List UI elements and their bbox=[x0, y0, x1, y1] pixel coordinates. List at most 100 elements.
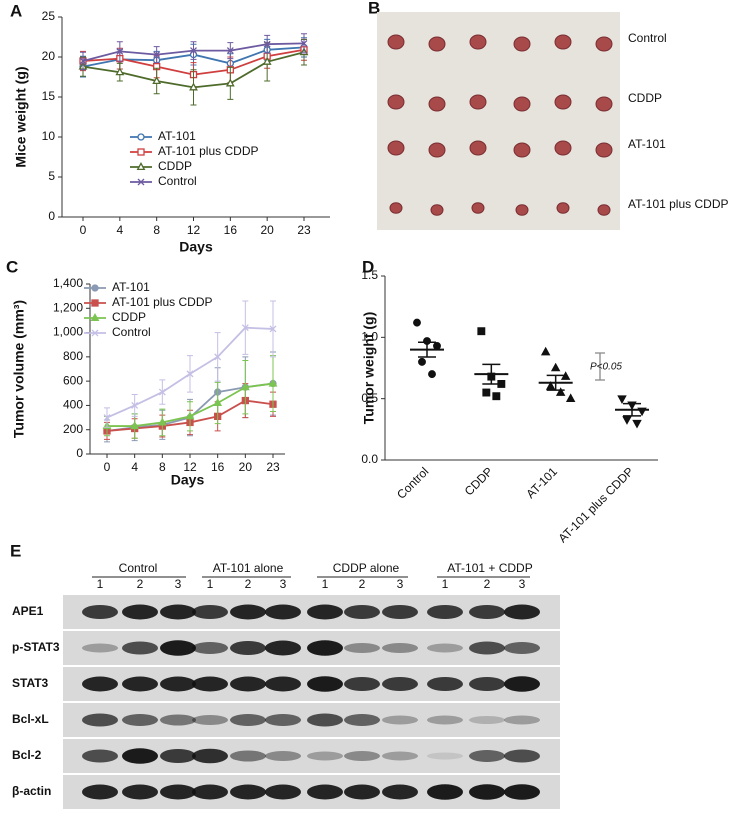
lane-label: 2 bbox=[245, 577, 252, 591]
lane-label: 1 bbox=[442, 577, 449, 591]
panel-letter: E bbox=[10, 541, 21, 560]
legend-marker bbox=[137, 148, 145, 156]
tumor bbox=[387, 140, 405, 156]
marker bbox=[153, 51, 161, 59]
blot-band bbox=[344, 784, 380, 800]
tumor bbox=[387, 94, 405, 110]
tumor bbox=[387, 34, 405, 50]
lane-label: 2 bbox=[137, 577, 144, 591]
legend-label: AT-101 bbox=[112, 280, 150, 294]
blot-band bbox=[160, 676, 196, 692]
legend-marker bbox=[136, 162, 146, 171]
blot-band bbox=[469, 677, 505, 691]
marker bbox=[617, 395, 627, 404]
x-tick-label: 0 bbox=[80, 223, 87, 237]
blot-band bbox=[122, 641, 158, 655]
group-label: CDDP alone bbox=[333, 561, 400, 575]
panel-letter: D bbox=[362, 257, 374, 276]
blot-band bbox=[82, 676, 118, 692]
blot-band bbox=[192, 715, 228, 725]
x-tick-label: 16 bbox=[224, 223, 238, 237]
marker bbox=[477, 327, 486, 336]
photo-row-label: AT-101 bbox=[628, 137, 666, 151]
marker bbox=[190, 47, 197, 55]
blot-band bbox=[192, 676, 228, 692]
x-tick-label: Control bbox=[394, 464, 431, 501]
blot-band bbox=[265, 714, 301, 726]
marker bbox=[269, 325, 277, 333]
x-tick-label: AT-101 plus CDDP bbox=[555, 464, 636, 545]
y-tick-label: 15 bbox=[42, 89, 56, 103]
lane-label: 2 bbox=[359, 577, 366, 591]
marker bbox=[241, 324, 249, 332]
group-label: AT-101 alone bbox=[213, 561, 284, 575]
marker bbox=[131, 401, 139, 409]
y-tick-label: 1,400 bbox=[53, 276, 83, 290]
x-tick-label: 4 bbox=[131, 460, 138, 474]
marker bbox=[428, 370, 436, 379]
y-tick-label: 0.0 bbox=[361, 452, 378, 466]
marker bbox=[482, 388, 491, 397]
panel-letter: C bbox=[6, 257, 18, 276]
marker bbox=[130, 421, 140, 430]
blot-band bbox=[192, 784, 228, 800]
blot-band bbox=[265, 604, 301, 620]
photo-row-label: AT-101 plus CDDP bbox=[628, 197, 728, 211]
marker bbox=[262, 56, 272, 65]
tumor bbox=[428, 142, 446, 158]
lane-label: 3 bbox=[280, 577, 287, 591]
blot-band bbox=[469, 716, 505, 724]
blot-band bbox=[427, 752, 463, 760]
marker bbox=[158, 388, 166, 396]
y-tick-label: 20 bbox=[42, 49, 56, 63]
y-tick-label: 0 bbox=[48, 209, 55, 223]
blot-band bbox=[230, 641, 266, 655]
tumor bbox=[471, 202, 485, 214]
tumor bbox=[469, 94, 487, 110]
tumor bbox=[554, 34, 572, 50]
panel-letter: A bbox=[10, 1, 22, 20]
blot-band bbox=[160, 604, 196, 620]
tumor bbox=[513, 142, 531, 158]
marker bbox=[545, 381, 556, 390]
y-tick-label: 25 bbox=[42, 9, 56, 23]
group-label: Control bbox=[119, 561, 158, 575]
blot-band bbox=[265, 676, 301, 692]
tumor bbox=[428, 96, 446, 112]
tumor bbox=[595, 142, 613, 158]
marker bbox=[413, 318, 421, 327]
blot-band bbox=[82, 713, 118, 727]
blot-band bbox=[265, 784, 301, 800]
photo-row-label: Control bbox=[628, 31, 667, 45]
y-tick-label: 0 bbox=[76, 446, 83, 460]
y-tick-label: 5 bbox=[48, 169, 55, 183]
blot-row-label: β-actin bbox=[12, 784, 51, 798]
lane-label: 1 bbox=[322, 577, 329, 591]
marker bbox=[622, 416, 632, 425]
marker bbox=[116, 47, 124, 55]
y-tick-label: 800 bbox=[63, 349, 83, 363]
blot-band bbox=[82, 643, 118, 653]
y-tick-label: 200 bbox=[63, 422, 83, 436]
marker bbox=[185, 411, 195, 420]
photo-row-label: CDDP bbox=[628, 91, 662, 105]
tumor bbox=[430, 204, 444, 216]
blot-band bbox=[122, 714, 158, 726]
x-tick-label: AT-101 bbox=[523, 464, 560, 501]
x-tick-label: 23 bbox=[297, 223, 311, 237]
marker bbox=[115, 67, 125, 76]
legend-marker bbox=[91, 284, 99, 292]
marker bbox=[189, 82, 198, 91]
marker bbox=[433, 341, 441, 350]
blot-band bbox=[160, 640, 196, 656]
x-axis-label: Days bbox=[179, 239, 213, 255]
marker bbox=[186, 370, 194, 378]
blot-band bbox=[504, 749, 540, 763]
tumor bbox=[595, 36, 613, 52]
blot-band bbox=[344, 751, 380, 761]
lane-label: 3 bbox=[175, 577, 182, 591]
sem-bar bbox=[546, 374, 565, 391]
blot-band bbox=[307, 713, 343, 727]
blot-band bbox=[504, 604, 540, 620]
